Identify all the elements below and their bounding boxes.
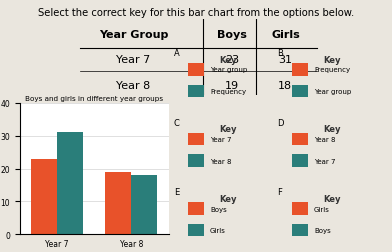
Text: F: F <box>278 188 282 197</box>
Text: D: D <box>278 118 284 128</box>
Text: Year 8: Year 8 <box>314 136 336 142</box>
Text: Frequency: Frequency <box>314 67 350 73</box>
Text: Frequency: Frequency <box>210 89 246 95</box>
Text: Girls: Girls <box>271 30 300 40</box>
Text: C: C <box>174 118 180 128</box>
Text: Year 7: Year 7 <box>116 55 151 65</box>
Text: Year group: Year group <box>314 89 351 95</box>
Bar <box>57 133 83 234</box>
Text: Girls: Girls <box>314 206 330 212</box>
Text: Year Group: Year Group <box>99 30 168 40</box>
Text: Key: Key <box>323 55 341 64</box>
Text: Key: Key <box>220 124 237 134</box>
FancyBboxPatch shape <box>188 64 204 76</box>
Text: Select the correct key for this bar chart from the options below.: Select the correct key for this bar char… <box>38 8 354 18</box>
Bar <box>131 175 157 234</box>
Text: 19: 19 <box>225 80 239 90</box>
Text: Year 7: Year 7 <box>314 158 336 164</box>
Text: Year 7: Year 7 <box>210 136 232 142</box>
FancyBboxPatch shape <box>292 203 308 215</box>
FancyBboxPatch shape <box>188 85 204 98</box>
Text: Key: Key <box>323 194 341 203</box>
FancyBboxPatch shape <box>188 155 204 167</box>
Text: 18: 18 <box>278 80 292 90</box>
FancyBboxPatch shape <box>292 224 308 236</box>
Bar <box>105 172 131 234</box>
Text: Year group: Year group <box>210 67 247 73</box>
FancyBboxPatch shape <box>292 85 308 98</box>
FancyBboxPatch shape <box>292 64 308 76</box>
Text: Year 8: Year 8 <box>116 80 151 90</box>
Text: Boys: Boys <box>314 227 331 233</box>
FancyBboxPatch shape <box>188 224 204 236</box>
Text: A: A <box>174 49 180 58</box>
Title: Boys and girls in different year groups: Boys and girls in different year groups <box>25 96 163 102</box>
Text: B: B <box>278 49 283 58</box>
Text: Boys: Boys <box>217 30 247 40</box>
Text: Boys: Boys <box>210 206 227 212</box>
Text: E: E <box>174 188 179 197</box>
Text: 23: 23 <box>225 55 239 65</box>
FancyBboxPatch shape <box>188 133 204 146</box>
Text: 31: 31 <box>278 55 292 65</box>
Text: Key: Key <box>220 194 237 203</box>
FancyBboxPatch shape <box>188 203 204 215</box>
Text: Year 8: Year 8 <box>210 158 232 164</box>
Text: Girls: Girls <box>210 227 226 233</box>
Text: Key: Key <box>220 55 237 64</box>
FancyBboxPatch shape <box>292 155 308 167</box>
Bar <box>31 159 57 234</box>
Text: Key: Key <box>323 124 341 134</box>
FancyBboxPatch shape <box>292 133 308 146</box>
